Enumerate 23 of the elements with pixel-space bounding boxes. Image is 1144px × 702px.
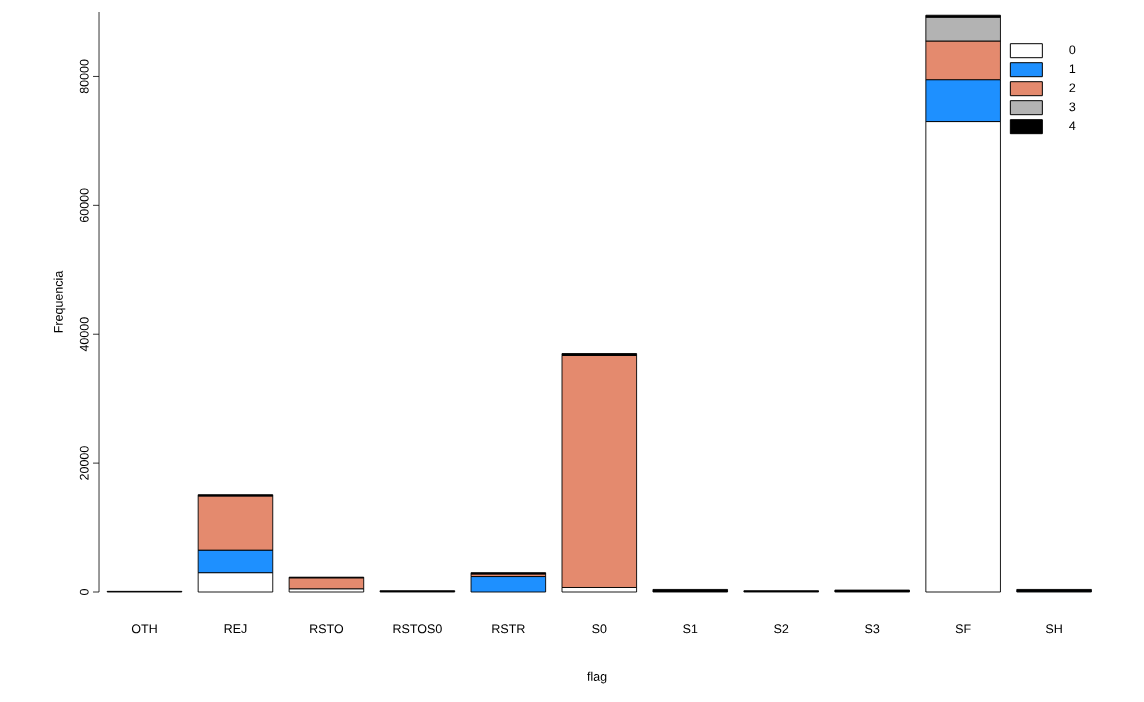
x-tick-label: S2 [774,624,789,634]
legend-label: 3 [1069,102,1076,112]
y-tick-label: 0 [79,589,89,595]
y-tick-label: 60000 [79,188,89,223]
x-tick-label: S3 [865,624,880,634]
x-axis-title: flag [587,671,607,684]
x-tick-label: REJ [224,624,247,634]
x-tick-label: S1 [683,624,698,634]
legend-label: 0 [1069,45,1076,55]
legend-label: 2 [1069,83,1076,93]
x-tick-label: S0 [592,624,607,634]
x-tick-label: RSTR [492,624,525,634]
y-tick-label: 20000 [79,446,89,480]
x-tick-label: SF [955,624,971,634]
legend-label: 1 [1069,64,1076,74]
y-tick-label: 80000 [79,59,89,94]
x-tick-label: RSTO [310,624,344,634]
x-tick-label: OTH [131,624,157,634]
y-axis-title: Frequencia [53,270,66,333]
y-tick-label: 40000 [79,317,89,352]
x-tick-label: RSTOS0 [393,624,442,634]
x-tick-label: SH [1045,624,1062,634]
legend-label: 4 [1069,121,1076,131]
